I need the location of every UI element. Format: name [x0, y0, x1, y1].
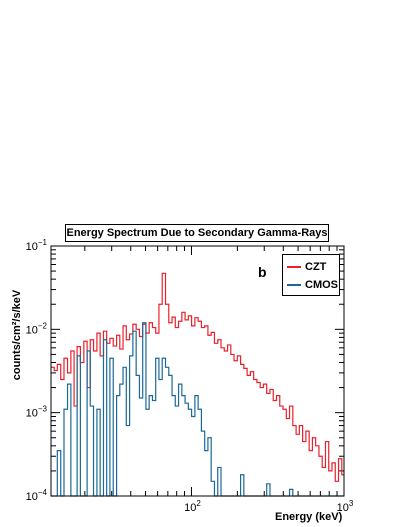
tick-labels: 10−4 10−3 10−2 10−1 102 103 — [26, 238, 354, 514]
plot-frame — [50, 245, 345, 497]
y-axis-label: counts/cm²/s/keV — [11, 289, 23, 381]
axis-ticks — [51, 246, 344, 497]
x-tick-label: 103 — [337, 499, 354, 514]
x-tick-label: 102 — [184, 499, 201, 514]
y-tick-label: 10−3 — [26, 405, 48, 420]
x-axis-label: Energy (keV) — [275, 511, 343, 523]
series-layer — [51, 272, 344, 497]
legend-label-cmos: CMOS — [305, 279, 338, 291]
y-tick-label: 10−1 — [26, 238, 48, 253]
legend-swatch-czt — [287, 266, 301, 268]
series-cmos-histogram — [51, 322, 344, 497]
y-tick-label: 10−2 — [26, 321, 48, 336]
y-tick-label: 10−4 — [26, 488, 48, 503]
chart-title: Energy Spectrum Due to Secondary Gamma-R… — [65, 224, 329, 242]
legend-swatch-cmos — [287, 284, 301, 286]
series-czt-histogram — [51, 272, 344, 482]
legend: CZT CMOS — [282, 254, 340, 296]
legend-label-czt: CZT — [305, 261, 327, 273]
panel-label: b — [258, 264, 267, 280]
